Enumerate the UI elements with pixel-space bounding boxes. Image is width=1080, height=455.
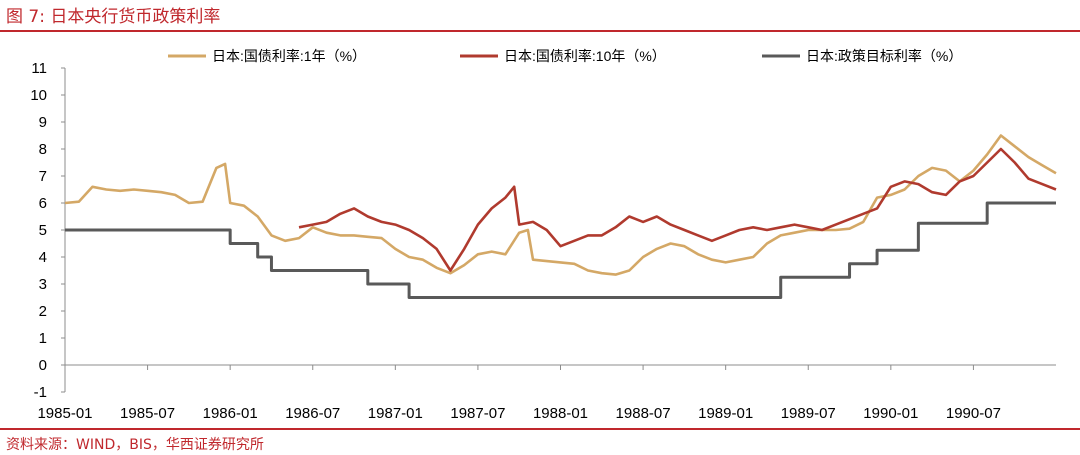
y-tick-label: 1: [39, 330, 47, 347]
y-tick-label: 2: [39, 303, 47, 320]
series-policy-line: [65, 201, 1056, 299]
x-tick-label: 1989-07: [781, 405, 836, 422]
bottom-rule: [0, 428, 1080, 430]
x-tick-label: 1988-07: [616, 405, 671, 422]
top-rule: [0, 30, 1080, 32]
y-tick-label: 9: [39, 114, 47, 131]
legend: 日本:国债利率:1年（%） 日本:国债利率:10年（%） 日本:政策目标利率（%）: [168, 48, 962, 64]
x-tick-label: 1990-01: [863, 405, 918, 422]
axes: -1 0 1 2 3 4 5 6 7 8 9 10 11 1985-01 1985-07 1986-01 198…: [30, 60, 1056, 422]
y-tick-label: 10: [30, 87, 47, 104]
x-tick-label: 1988-01: [533, 405, 588, 422]
x-tick-label: 1986-07: [285, 405, 340, 422]
y-tick-label: 11: [31, 60, 47, 77]
series-1y-line: [64, 134, 1057, 276]
y-tick-label: 4: [39, 249, 47, 266]
y-tick-label: -1: [34, 384, 47, 401]
y-tick-label: 3: [39, 276, 47, 293]
x-tick-label: 1985-07: [120, 405, 175, 422]
legend-label: 日本:政策目标利率（%）: [806, 48, 962, 64]
x-tick-label: 1986-01: [203, 405, 258, 422]
x-tick-label: 1985-01: [37, 405, 92, 422]
x-tick-label: 1987-07: [450, 405, 505, 422]
y-tick-label: 0: [39, 357, 47, 374]
x-tick-label: 1989-01: [698, 405, 753, 422]
y-tick-label: 8: [39, 141, 47, 158]
y-tick-label: 6: [39, 195, 47, 212]
source-note: 资料来源：WIND，BIS，华西证券研究所: [6, 437, 264, 453]
legend-label: 日本:国债利率:10年（%）: [504, 48, 666, 64]
line-chart: 日本:国债利率:1年（%） 日本:国债利率:10年（%） 日本:政策目标利率（%） …: [30, 48, 1057, 422]
y-tick-label: 5: [39, 222, 47, 239]
series-10y-line: [298, 147, 1057, 272]
figure-title: 图 7: 日本央行货币政策利率: [6, 7, 221, 27]
x-tick-label: 1990-07: [946, 405, 1001, 422]
legend-label: 日本:国债利率:1年（%）: [212, 48, 366, 64]
plot-area: [64, 134, 1057, 299]
x-tick-label: 1987-01: [368, 405, 423, 422]
y-tick-label: 7: [39, 168, 47, 185]
